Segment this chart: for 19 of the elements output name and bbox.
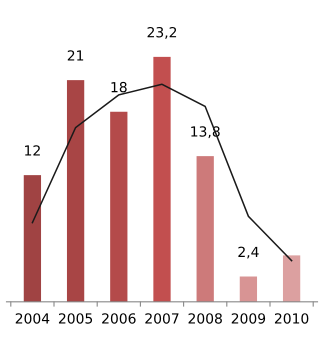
x-tick-label: 2010: [274, 313, 308, 324]
x-tick-label: 2008: [188, 313, 222, 324]
data-label: 12: [25, 145, 40, 156]
data-label: 23,2: [148, 26, 176, 39]
data-label: 2,4: [238, 246, 259, 259]
x-tick-label: 2009: [232, 313, 266, 324]
data-label: 21: [68, 50, 84, 61]
bar: [66, 80, 84, 302]
x-tick-label: 2004: [16, 313, 50, 324]
x-tick-label: 2006: [102, 313, 136, 324]
bar: [240, 276, 258, 302]
bar: [282, 255, 300, 302]
bar: [196, 156, 214, 302]
bar: [110, 112, 128, 302]
x-tick-label: 2005: [58, 313, 92, 324]
bar: [24, 175, 42, 302]
data-label: 18: [111, 82, 127, 92]
bar: [153, 56, 171, 302]
x-tick-label: 2007: [145, 313, 178, 324]
